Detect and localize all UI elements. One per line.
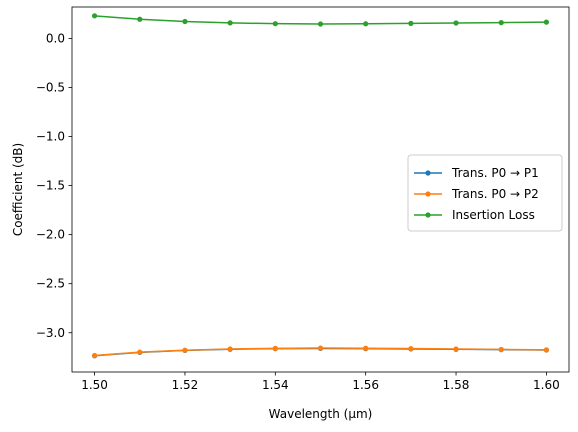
data-point (363, 345, 369, 351)
data-point (272, 21, 278, 27)
legend-marker (425, 212, 431, 218)
data-point (91, 352, 98, 359)
x-tick-label: 1.50 (81, 378, 108, 392)
legend-label: Trans. P0 → P2 (451, 187, 539, 201)
data-point (272, 345, 278, 351)
legend-item: Trans. P0 → P1 (414, 166, 539, 180)
y-axis-label: Coefficient (dB) (11, 143, 25, 236)
data-point (453, 20, 459, 26)
x-tick-label: 1.58 (443, 378, 470, 392)
data-point (543, 347, 550, 353)
data-point (182, 18, 188, 25)
data-point (498, 346, 504, 353)
x-axis-label: Wavelength (μm) (269, 407, 373, 421)
data-point (317, 21, 324, 27)
legend-item: Trans. P0 → P2 (414, 187, 539, 201)
data-point (498, 20, 504, 26)
legend-label: Trans. P0 → P1 (451, 166, 539, 180)
series-2 (91, 345, 550, 359)
data-point (227, 20, 233, 26)
legend: Trans. P0 → P1 Trans. P0 → P2 Insertion Lo… (407, 154, 563, 232)
y-tick-label: −2.5 (36, 277, 65, 291)
legend-label: Insertion Loss (452, 208, 535, 222)
legend-frame (407, 154, 563, 232)
legend-marker (425, 170, 431, 176)
data-point (453, 346, 459, 352)
data-point (543, 19, 550, 25)
data-point (182, 347, 188, 353)
data-point (408, 345, 414, 352)
y-tick-label: −2.0 (36, 228, 65, 242)
data-point (363, 21, 369, 27)
data-point (137, 16, 143, 22)
x-tick-label: 1.60 (533, 378, 560, 392)
data-point (227, 346, 233, 352)
series-3 (91, 13, 550, 27)
data-point (91, 13, 98, 19)
y-tick-label: −3.0 (36, 326, 65, 340)
y-tick-label: −0.5 (36, 80, 65, 94)
y-tick-label: −1.5 (36, 179, 65, 193)
x-axis-ticks: 1.50 1.52 1.54 1.56 1.58 1.60 (81, 372, 560, 392)
x-tick-label: 1.56 (352, 378, 379, 392)
x-tick-label: 1.52 (172, 378, 199, 392)
legend-marker (425, 191, 431, 197)
legend-item: Insertion Loss (414, 208, 535, 222)
y-tick-label: −1.0 (36, 130, 65, 144)
y-axis-ticks: 0.0 −0.5 −1.0 −1.5 −2.0 −2.5 −3.0 (36, 31, 72, 340)
series-layer (91, 13, 550, 359)
data-point (408, 20, 414, 26)
x-tick-label: 1.54 (262, 378, 289, 392)
y-tick-label: 0.0 (46, 31, 65, 45)
data-point (137, 349, 143, 355)
data-point (317, 345, 324, 351)
